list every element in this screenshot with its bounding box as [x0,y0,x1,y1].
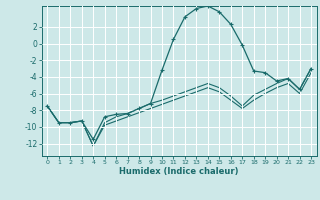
X-axis label: Humidex (Indice chaleur): Humidex (Indice chaleur) [119,167,239,176]
